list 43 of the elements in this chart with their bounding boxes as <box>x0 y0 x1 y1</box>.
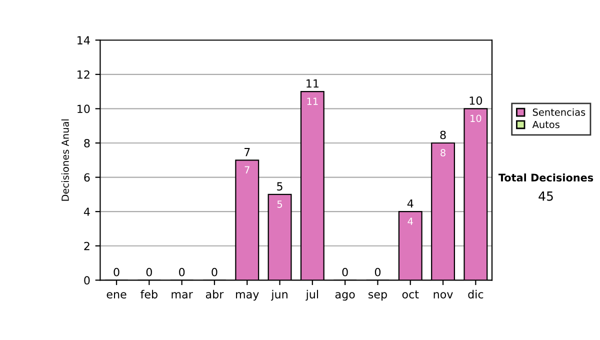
total-label: 7 <box>244 148 250 156</box>
total-label: 0 <box>212 268 218 276</box>
text: 45 <box>538 192 553 201</box>
data-label: 8 <box>440 149 446 156</box>
y-tick-label: 10 <box>78 104 90 114</box>
total-label: 0 <box>179 268 185 276</box>
legend-label: Autos <box>532 120 560 128</box>
x-tick-label: oct <box>402 290 419 298</box>
total-label: 5 <box>277 182 282 191</box>
y-tick-label: 12 <box>78 70 90 79</box>
data-label: 4 <box>408 218 413 225</box>
y-tick-label: 14 <box>78 36 90 44</box>
total-label: 8 <box>440 130 446 140</box>
data-label: 10 <box>470 114 482 122</box>
total-label: 11 <box>306 79 318 88</box>
y-tick-label: 2 <box>84 242 90 250</box>
x-tick-label: mar <box>172 292 193 298</box>
y-tick-label: 4 <box>84 208 90 216</box>
total-label: 0 <box>146 268 152 276</box>
x-tick-label: feb <box>140 290 158 298</box>
total-label: 0 <box>342 268 348 276</box>
legend-label: Sentencias <box>532 108 586 116</box>
y-tick-label: 6 <box>84 173 90 182</box>
total-label: 4 <box>407 199 414 208</box>
y-axis-title: Decisiones Anual <box>61 119 69 201</box>
data-label: 11 <box>307 98 318 105</box>
x-tick-label: may <box>236 292 259 301</box>
x-tick-label: sep <box>368 292 387 301</box>
y-tick-label: 8 <box>84 138 90 148</box>
data-label: 7 <box>244 166 250 174</box>
y-tick-label: 0 <box>84 276 90 285</box>
x-tick-label: jun <box>270 290 288 301</box>
x-tick-label: nov <box>434 292 453 298</box>
x-tick-label: abr <box>206 290 224 298</box>
total-label: 0 <box>374 268 381 276</box>
x-tick-label: ago <box>335 292 355 301</box>
text: Total Decisiones <box>498 173 594 182</box>
total-label: 0 <box>114 268 120 276</box>
x-tick-label: dic <box>468 290 484 298</box>
data-label: 5 <box>277 200 282 208</box>
x-tick-label: ene <box>106 292 126 298</box>
x-tick-label: jul <box>306 290 318 301</box>
total-label: 10 <box>470 96 482 105</box>
